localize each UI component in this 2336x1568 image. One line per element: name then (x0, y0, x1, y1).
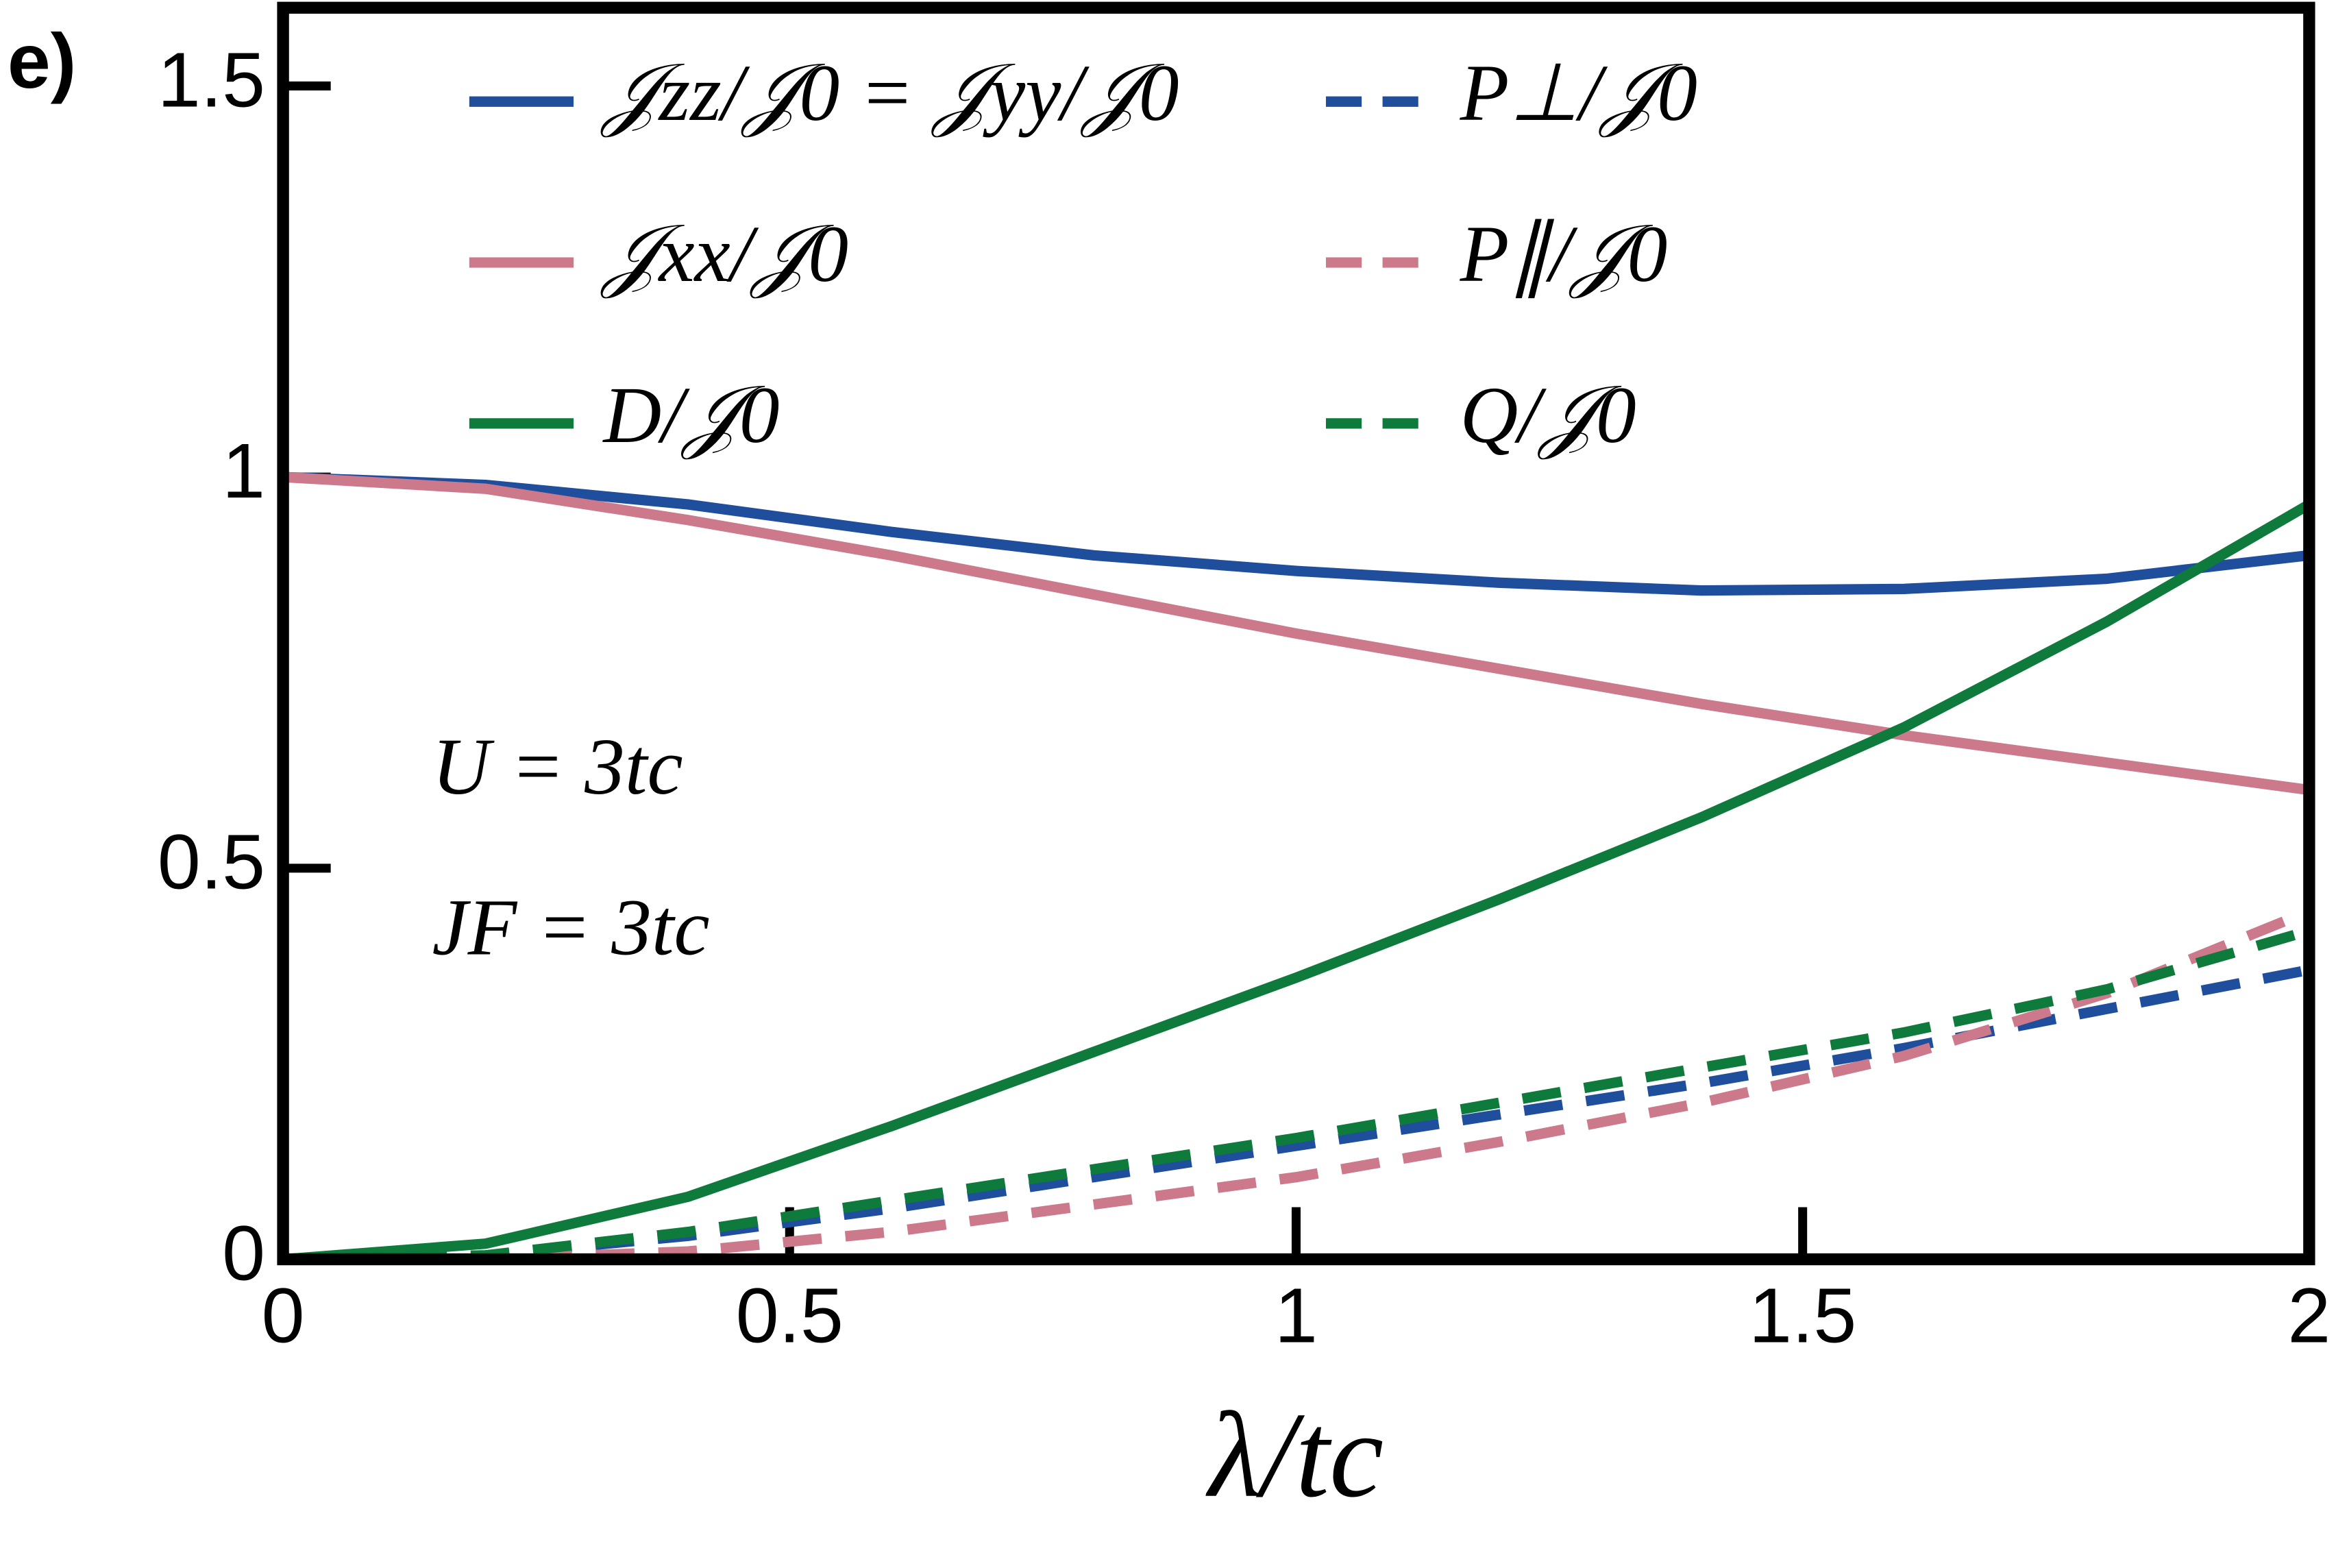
x-axis-label: λ/tc (1205, 1387, 1384, 1523)
x-tick-label: 1 (1275, 1273, 1318, 1359)
x-tick-label: 1.5 (1749, 1273, 1856, 1359)
line-series (282, 471, 2310, 796)
plot-frame (277, 1, 2315, 1266)
panel-label: e) (8, 18, 77, 104)
y-tick-label: 1.5 (158, 36, 265, 123)
line-series (282, 925, 2311, 1265)
legend-label: 𝒥zz/𝒥0 = 𝒥yy/𝒥0 (600, 49, 1179, 138)
line-series (282, 471, 2310, 596)
legend-label: P⊥/𝒥0 (1460, 49, 1697, 138)
x-tick-label: 0.5 (736, 1273, 844, 1359)
x-tick-label: 2 (2287, 1273, 2331, 1359)
legend-label: Q/𝒥0 (1460, 371, 1636, 460)
line-series (282, 500, 2312, 1265)
annotation: U = 3tc (432, 722, 683, 811)
annotation: JF = 3tc (432, 883, 709, 972)
y-tick-label: 0.5 (158, 819, 265, 905)
x-tick-label: 0 (262, 1273, 305, 1359)
y-tick-label: 1 (222, 428, 265, 514)
legend-label: D/𝒥0 (602, 371, 780, 460)
y-tick-label: 0 (222, 1210, 265, 1296)
legend-label: 𝒥xx/𝒥0 (600, 210, 849, 299)
legend-label: P∥/𝒥0 (1460, 210, 1668, 299)
